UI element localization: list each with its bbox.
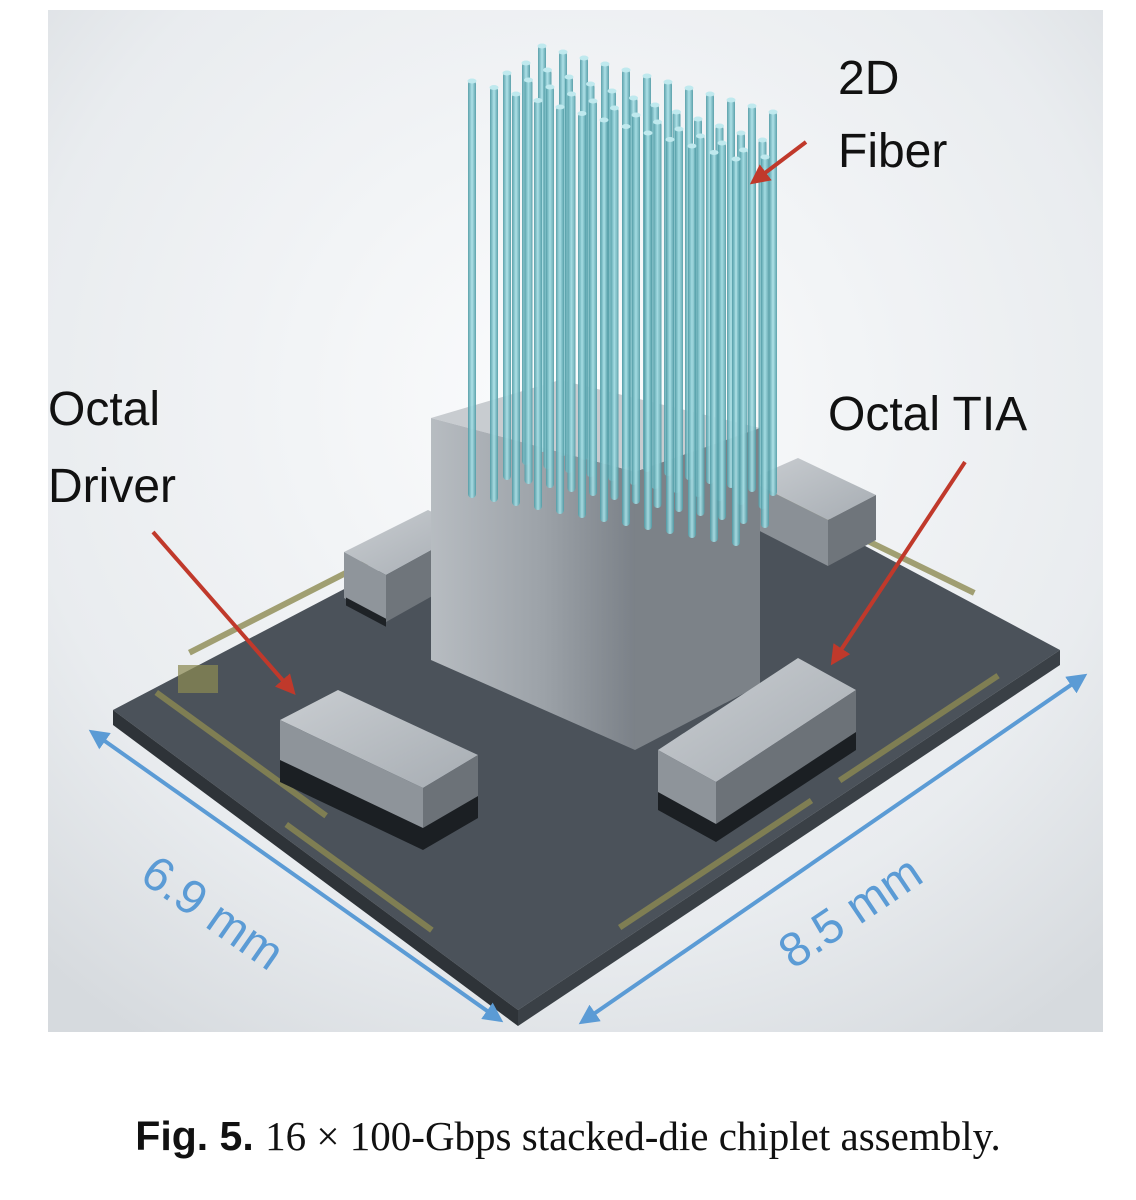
fiber [666, 138, 674, 534]
fiber-tip [577, 111, 587, 116]
fiber [688, 145, 696, 538]
fiber-tip [467, 78, 477, 84]
fiber [534, 99, 542, 510]
fiber-tip [650, 102, 660, 108]
fiber-tip [533, 98, 543, 103]
fiber-tip [558, 49, 568, 55]
fiber-arrow [749, 140, 808, 185]
fiber-tip [610, 105, 619, 111]
fiber [653, 121, 662, 508]
fiber [589, 100, 597, 496]
fiber [512, 93, 520, 506]
fiber [632, 114, 640, 504]
fiber-tip [489, 85, 499, 90]
fiber [503, 72, 511, 480]
fiber [567, 93, 576, 492]
fiber-tip [731, 156, 741, 162]
fiber [748, 105, 756, 492]
fiber [718, 142, 726, 520]
fiber-label-line2: Fiber [838, 125, 947, 178]
fiber-label-line1: 2D [838, 52, 899, 105]
chiplet-assembly-figure: 2D Fiber Octal Driver Octal TIA 6.9 mm 8… [48, 10, 1103, 1032]
fiber-tip [717, 140, 727, 146]
fiber-tip [747, 103, 757, 109]
fiber-tip [607, 88, 617, 94]
fiber-tip [600, 61, 610, 67]
fiber [468, 80, 476, 498]
fiber-tip [693, 116, 703, 122]
fiber-tip [543, 67, 552, 73]
fiber-tip [674, 126, 684, 132]
fiber-tip [653, 119, 662, 125]
fiber [490, 86, 498, 502]
fiber-tip [684, 85, 694, 91]
driver-arrow [151, 530, 296, 696]
fiber-tip [555, 104, 565, 110]
fiber [524, 79, 533, 484]
fiber-tip [599, 117, 609, 123]
fiber-tip [705, 91, 715, 97]
driver-label-line2: Driver [48, 460, 176, 513]
fiber-tip [629, 95, 638, 101]
figure-caption: Fig. 5. 16 × 100-Gbps stacked-die chiple… [0, 1112, 1136, 1160]
fiber-tip [768, 109, 778, 115]
tia-label: Octal TIA [828, 388, 1027, 441]
fiber-tip [521, 60, 531, 66]
fiber-tip [564, 74, 574, 80]
fiber-tip [739, 147, 748, 153]
fiber [761, 156, 769, 528]
fiber-tip [502, 70, 512, 76]
fiber [644, 132, 652, 530]
fiber [769, 111, 777, 496]
fiber [578, 112, 586, 518]
dimension-left-arrow [88, 729, 504, 1023]
fiber [546, 86, 554, 488]
fiber [622, 125, 630, 526]
fiber-tip [588, 98, 598, 104]
fiber-tip [545, 84, 555, 90]
dimension-arrows [88, 673, 1088, 1025]
fiber-tip [511, 91, 521, 97]
fiber-tip [736, 130, 746, 136]
driver-label-line1: Octal [48, 383, 160, 436]
fiber-tip [758, 137, 767, 143]
fiber-tip [663, 79, 673, 85]
fiber-tip [665, 137, 675, 142]
fiber-tip [687, 143, 697, 149]
fiber-tip [579, 55, 589, 61]
fiber-tip [672, 109, 681, 115]
tia-arrow [830, 460, 967, 666]
fiber-tip [726, 97, 736, 103]
caption-label: Fig. 5. [135, 1113, 254, 1159]
fiber-tip [621, 124, 631, 129]
fiber-array [467, 43, 778, 546]
fiber [732, 158, 740, 546]
fiber-tip [715, 123, 724, 129]
annotation-arrows [151, 140, 967, 696]
fiber-tip [631, 112, 641, 118]
fiber-tip [643, 130, 653, 136]
fiber-tip [621, 67, 631, 73]
fiber-tip [642, 73, 652, 79]
fiber-tip [567, 91, 576, 97]
fiber [739, 149, 748, 524]
caption-text: 16 × 100-Gbps stacked-die chiplet assemb… [265, 1113, 1001, 1159]
fiber-tip [537, 43, 547, 49]
fiber-tip [709, 150, 719, 155]
fiber [556, 106, 564, 514]
fiber [675, 128, 683, 512]
fiber-tip [586, 81, 595, 87]
fiber [600, 119, 608, 522]
dimension-right-arrow [578, 673, 1088, 1025]
fiber-tip [760, 154, 770, 160]
fiber-tip [696, 133, 705, 139]
fiber [710, 151, 718, 542]
fiber [610, 107, 619, 500]
fiber-tip [524, 77, 533, 83]
fiber [696, 135, 705, 516]
